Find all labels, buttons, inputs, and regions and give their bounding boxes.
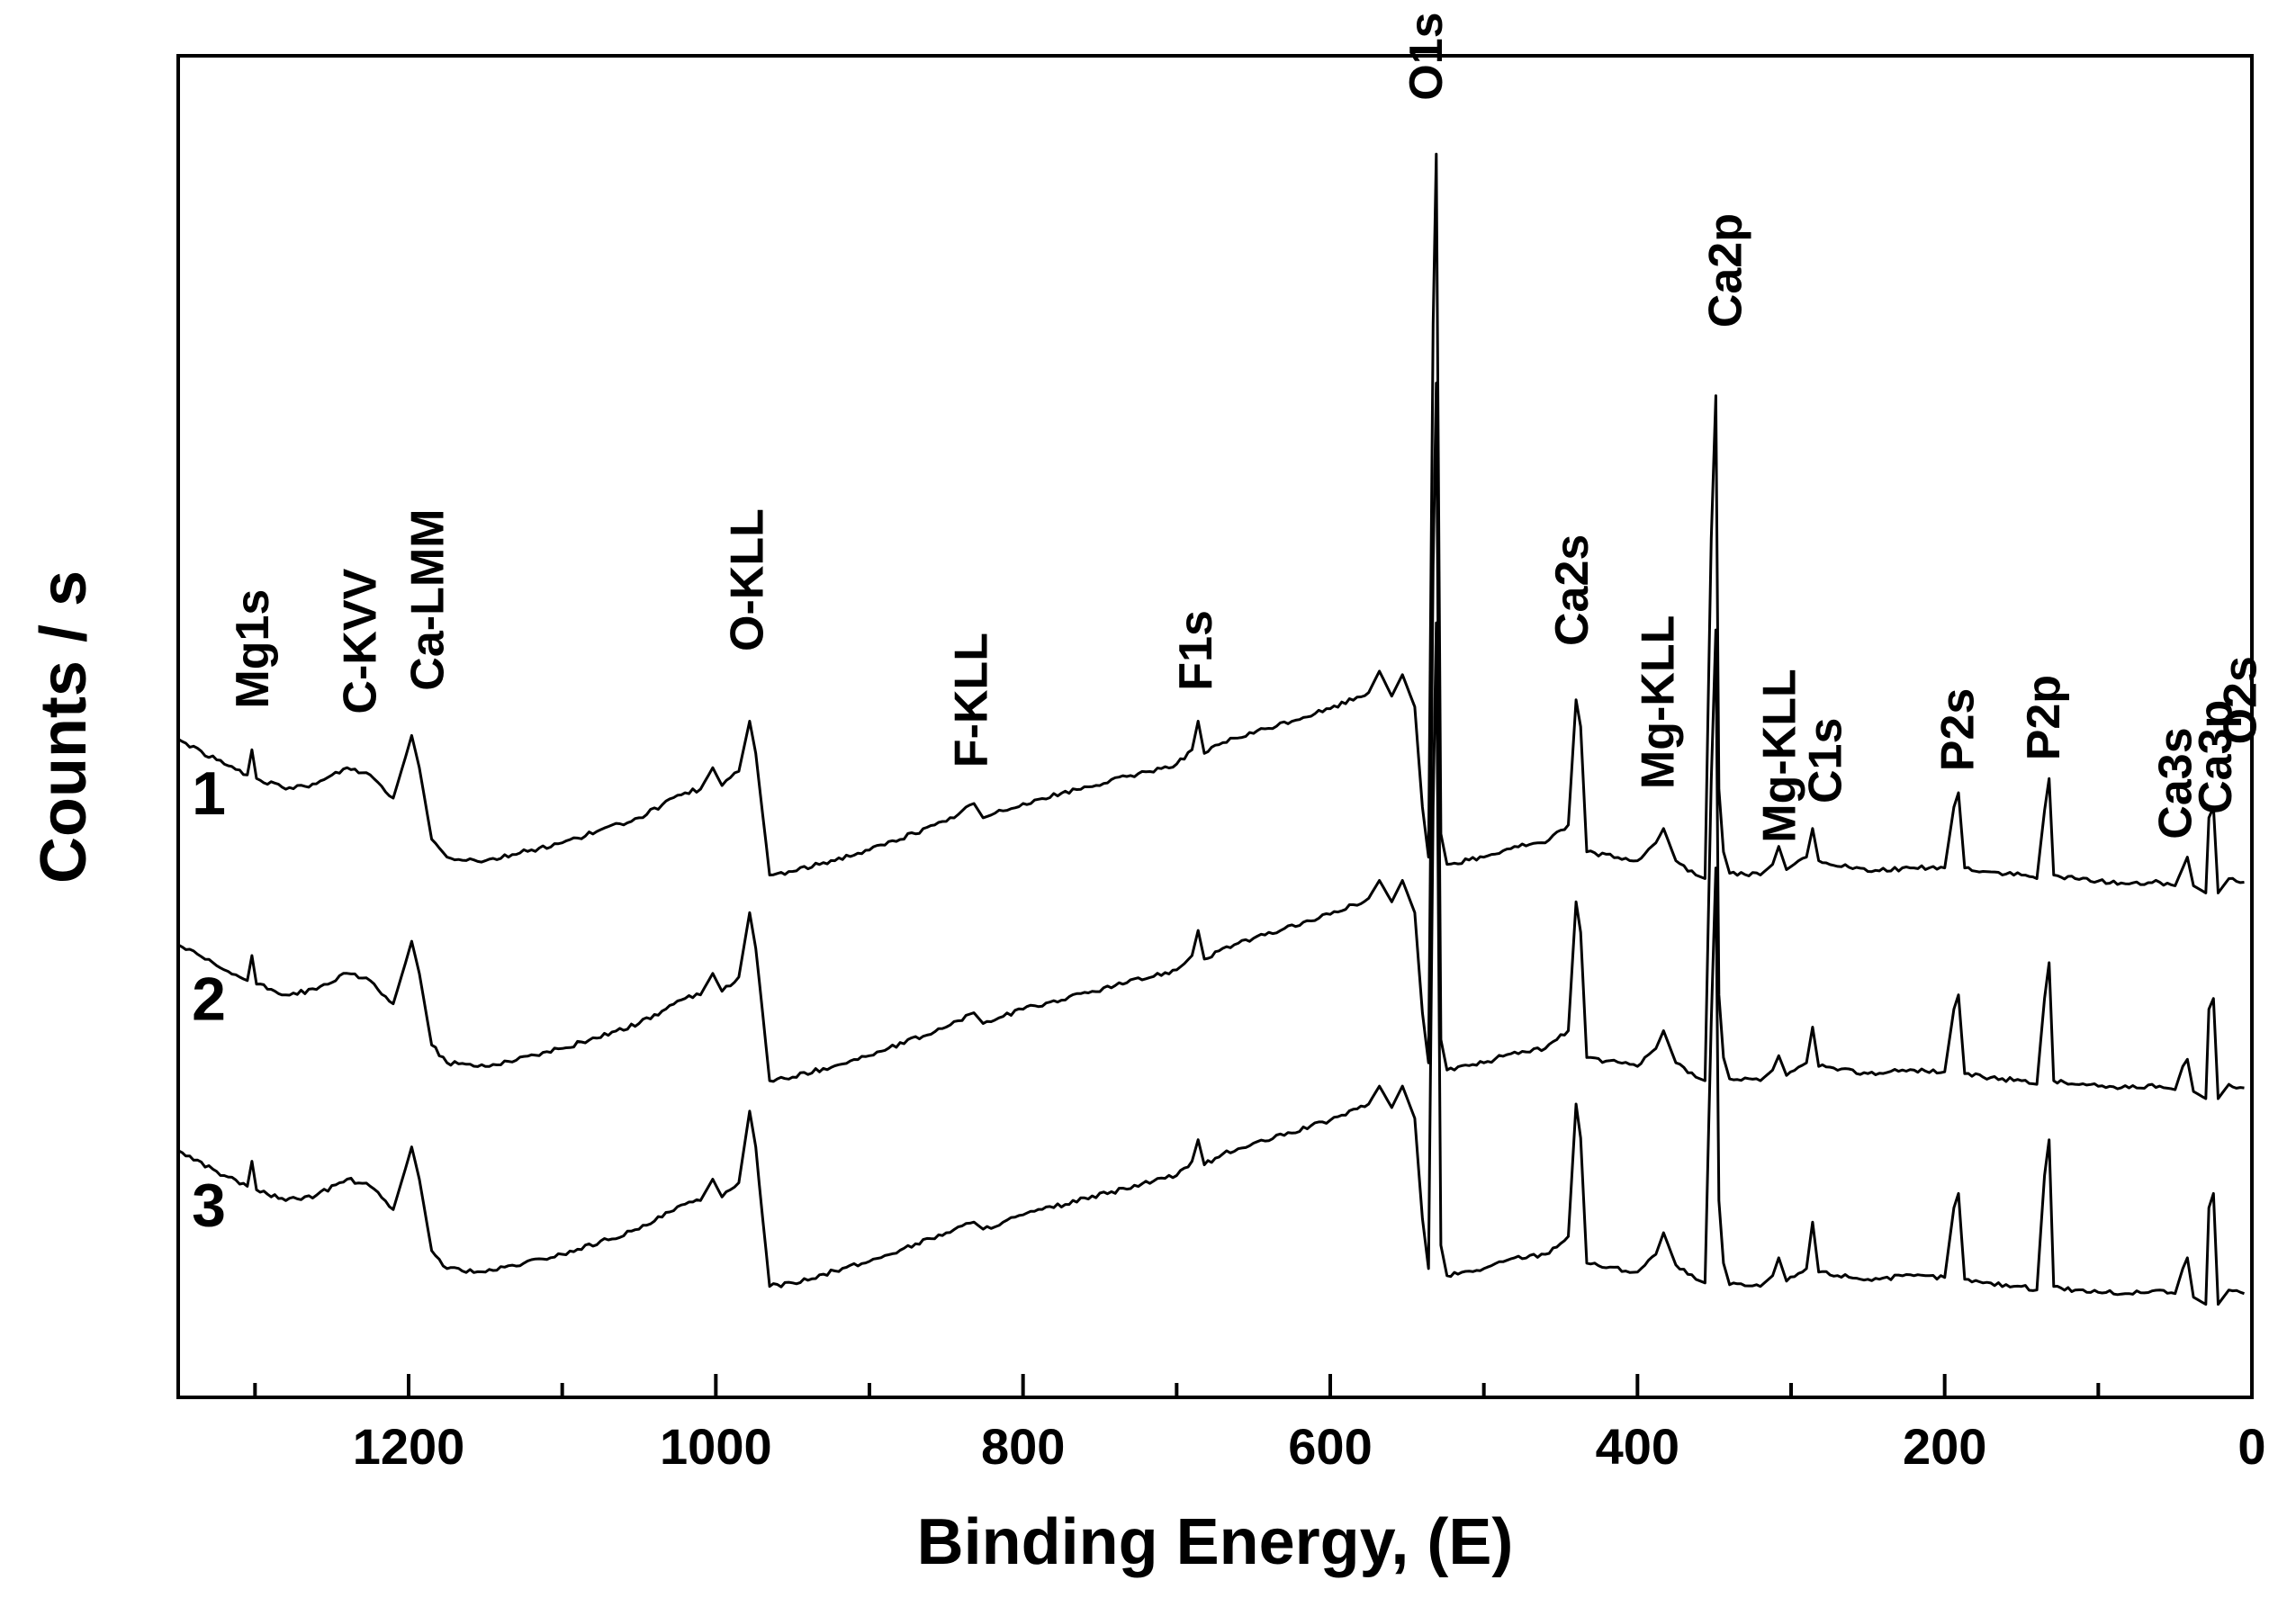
- peak-label-mg-kll: Mg-KLL: [1753, 669, 1805, 842]
- x-axis-ticks: 1200 1000 800 600 400 200 0: [253, 1374, 2266, 1475]
- peak-label-mg1s: Mg1s: [227, 589, 279, 709]
- x-tick-label: 600: [1288, 1418, 1372, 1475]
- series-layer: [177, 152, 2245, 1306]
- spectrum-line-1: [177, 152, 2245, 894]
- peak-label-o2s: O2s: [2214, 656, 2266, 744]
- peak-label-mg-kll: Mg-KLL: [1633, 615, 1685, 789]
- peak-label-c-kvv: C-KVV: [334, 568, 386, 714]
- x-tick-label: 0: [2237, 1418, 2265, 1475]
- peak-label-p2p: P2p: [2018, 675, 2070, 760]
- peak-label-p2s: P2s: [1931, 688, 1984, 772]
- spectrum-line-3: [177, 621, 2245, 1306]
- peak-label-f-kll: F-KLL: [946, 633, 998, 768]
- x-tick-label: 800: [981, 1418, 1065, 1475]
- plot-frame: [176, 54, 2254, 1399]
- peak-annotations: Mg1s C-KVV Ca-LMM O-KLL F-KLL F1s O1s Ca2s Ca2p M…: [227, 12, 2266, 842]
- peak-label-o1s: O1s: [1400, 12, 1453, 100]
- x-tick-label: 1000: [660, 1418, 772, 1475]
- series-label-1: 1: [192, 759, 226, 828]
- x-tick-label: 400: [1596, 1418, 1679, 1475]
- peak-label-ca2s: Ca2s: [1546, 534, 1598, 646]
- x-tick-label: 200: [1903, 1418, 1986, 1475]
- peak-label-ca2p: Ca2p: [1700, 213, 1752, 328]
- x-axis-title: Binding Energy, (E): [917, 1506, 1514, 1578]
- series-label-2: 2: [192, 965, 226, 1034]
- spectrum-line-2: [177, 382, 2245, 1100]
- x-tick-label: 1200: [353, 1418, 465, 1475]
- peak-label-c1s: C1s: [1800, 718, 1852, 804]
- y-axis-title: Counts / s: [28, 570, 100, 884]
- peak-label-o-kll: O-KLL: [722, 508, 774, 651]
- peak-label-ca3p: Ca3p: [2190, 700, 2242, 814]
- peak-label-f1s: F1s: [1170, 610, 1222, 691]
- series-label-3: 3: [192, 1171, 226, 1239]
- series-labels: 1 2 3: [192, 759, 226, 1239]
- peak-label-ca3s: Ca3s: [2150, 727, 2202, 839]
- peak-label-ca-lmm: Ca-LMM: [402, 509, 455, 691]
